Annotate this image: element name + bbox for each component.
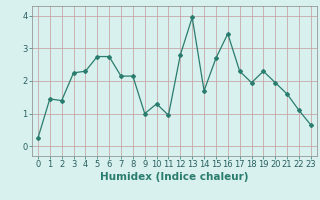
X-axis label: Humidex (Indice chaleur): Humidex (Indice chaleur) [100,172,249,182]
